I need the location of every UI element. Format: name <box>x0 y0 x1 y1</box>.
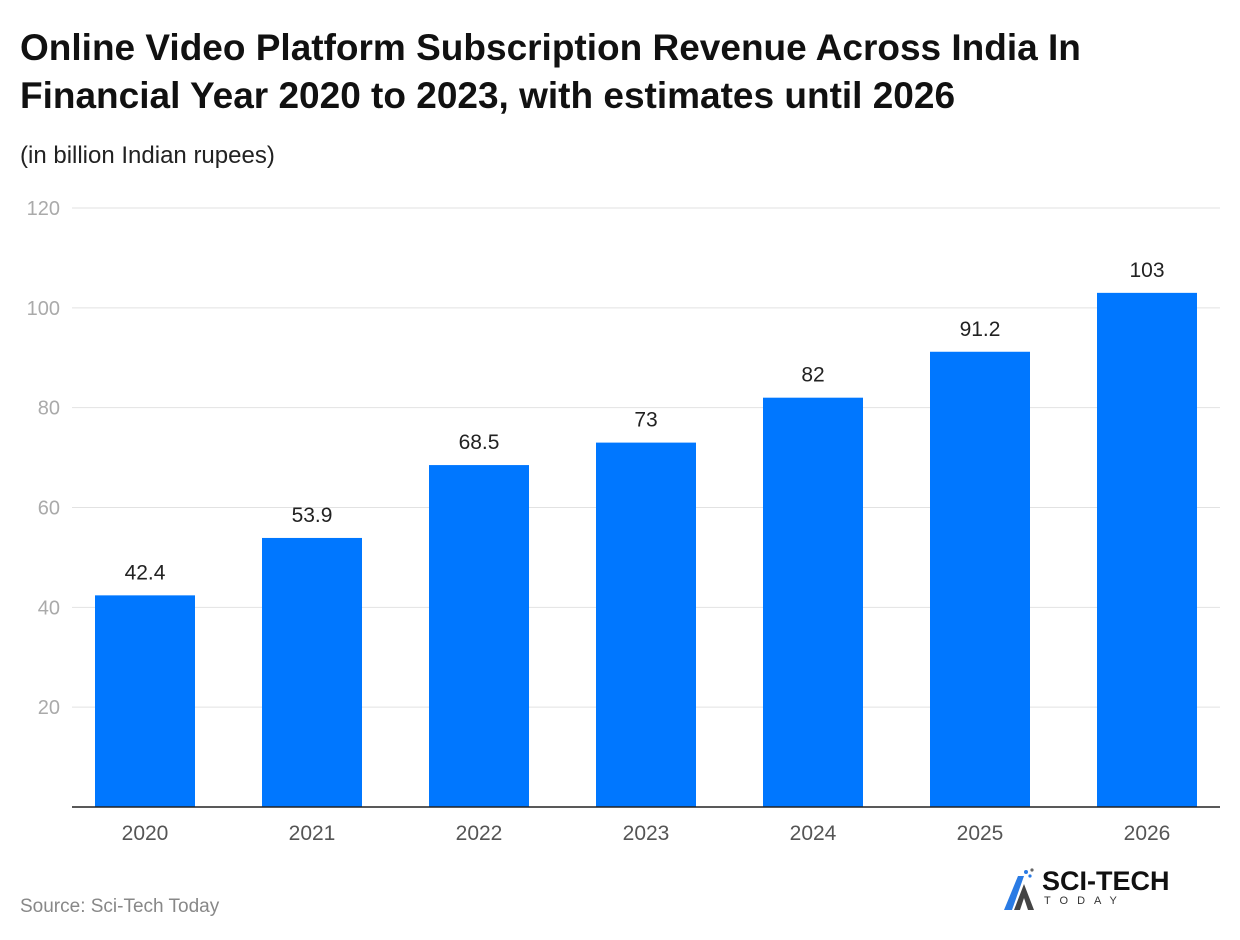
logo-icon <box>1004 868 1034 910</box>
data-label: 82 <box>801 364 824 387</box>
bar-2024 <box>763 397 863 807</box>
data-label: 73 <box>634 409 657 432</box>
x-tick-label: 2021 <box>289 822 336 845</box>
data-label: 103 <box>1129 259 1164 282</box>
y-tick-label: 80 <box>38 398 60 420</box>
logo-main-text: SCI-TECH <box>1042 866 1170 896</box>
data-label: 53.9 <box>292 504 333 527</box>
x-tick-label: 2024 <box>790 822 837 845</box>
logo-sub-text: TODAY <box>1044 895 1126 907</box>
x-tick-label: 2020 <box>122 822 169 845</box>
y-tick-label: 60 <box>38 498 60 520</box>
x-tick-label: 2022 <box>456 822 503 845</box>
sci-tech-today-logo: SCI-TECH TODAY <box>1000 864 1180 914</box>
bar-2022 <box>429 465 529 807</box>
y-tick-label: 40 <box>38 597 60 619</box>
y-tick-label: 20 <box>38 697 60 719</box>
y-tick-label: 100 <box>27 298 60 320</box>
data-label: 91.2 <box>960 318 1001 341</box>
bar-2020 <box>95 595 195 807</box>
bar-2026 <box>1097 292 1197 807</box>
bar-2025 <box>930 351 1030 807</box>
data-label: 42.4 <box>125 561 166 584</box>
bar-2021 <box>262 537 362 807</box>
chart-subtitle: (in billion Indian rupees) <box>20 142 275 169</box>
x-tick-label: 2026 <box>1124 822 1171 845</box>
y-tick-label: 120 <box>27 198 60 220</box>
source-note: Source: Sci-Tech Today <box>20 896 220 917</box>
bar-2023 <box>596 442 696 807</box>
chart-title: Online Video Platform Subscription Reven… <box>20 27 1081 116</box>
x-tick-label: 2023 <box>623 822 670 845</box>
data-label: 68.5 <box>459 431 500 454</box>
x-tick-label: 2025 <box>957 822 1004 845</box>
